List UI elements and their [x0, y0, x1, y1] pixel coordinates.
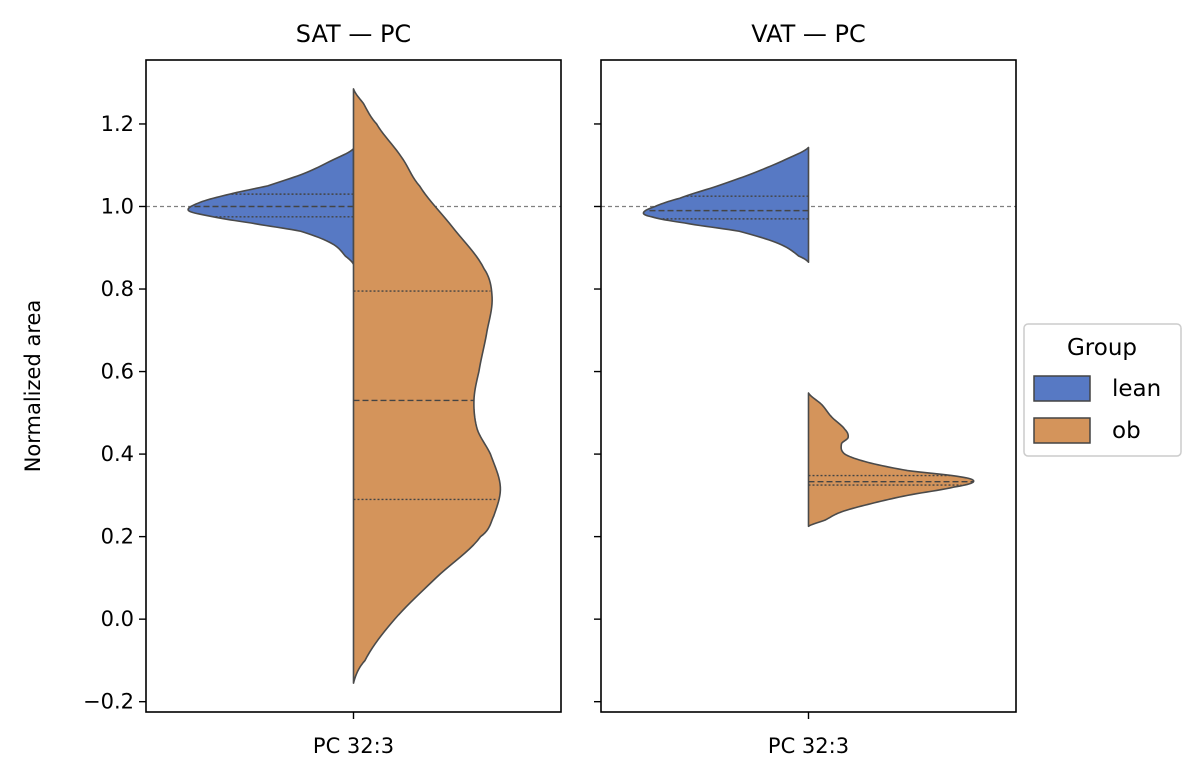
y-axis-label: Normalized area [21, 300, 45, 473]
x-tick-label: PC 32:3 [768, 734, 849, 758]
panel-sat: SAT — PC −0.2 0.0 0.2 0.4 0.6 0.8 1.0 1.2 PC 32:3 [83, 20, 562, 758]
y-tick-label: 0.0 [101, 607, 134, 631]
legend-title: Group [1067, 335, 1137, 361]
y-tick-label: 0.6 [101, 360, 134, 384]
y-tick-label: 0.4 [101, 442, 134, 466]
legend-swatch-lean [1033, 375, 1091, 402]
panel-title: VAT — PC [751, 20, 866, 48]
legend-swatch-ob [1033, 417, 1091, 444]
panel-vat: VAT — PC PC 32:3 [594, 20, 1017, 758]
legend: Group lean ob [1023, 323, 1182, 457]
y-tick-label: 1.2 [101, 112, 134, 136]
x-tick-label: PC 32:3 [313, 734, 394, 758]
y-tick-label: 0.2 [101, 525, 134, 549]
violin-ob [352, 88, 502, 684]
legend-label-ob: ob [1112, 418, 1141, 444]
y-tick-label: 0.8 [101, 277, 134, 301]
panel-title: SAT — PC [296, 20, 411, 48]
legend-label-lean: lean [1112, 376, 1161, 402]
y-tick-label: −0.2 [83, 690, 134, 714]
violin-ob [807, 392, 975, 528]
y-tick-label: 1.0 [101, 194, 134, 218]
violin-lean [642, 146, 810, 263]
y-axis-label-group: Normalized area [21, 300, 45, 473]
